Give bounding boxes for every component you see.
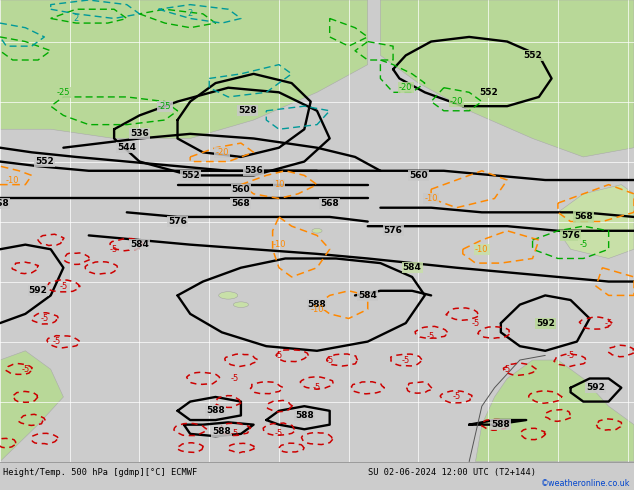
Polygon shape [0, 0, 368, 139]
Text: -5: -5 [579, 240, 588, 249]
Text: 592: 592 [586, 383, 605, 392]
Text: 568: 568 [0, 198, 10, 208]
Ellipse shape [312, 228, 322, 233]
Text: 10: 10 [274, 180, 284, 189]
Text: 568: 568 [231, 198, 250, 208]
Text: -5: -5 [40, 314, 49, 323]
Text: 552: 552 [181, 171, 200, 180]
Text: -5: -5 [471, 318, 480, 328]
Text: 584: 584 [130, 240, 149, 249]
Text: ©weatheronline.co.uk: ©weatheronline.co.uk [541, 479, 631, 488]
Text: 576: 576 [384, 226, 403, 235]
Text: 2: 2 [74, 14, 79, 23]
Text: 568: 568 [320, 198, 339, 208]
Text: -5: -5 [604, 318, 613, 328]
Text: -10: -10 [6, 175, 20, 185]
Text: 592: 592 [29, 286, 48, 295]
Text: -5: -5 [275, 351, 283, 360]
Text: SU 02-06-2024 12:00 UTC (T2+144): SU 02-06-2024 12:00 UTC (T2+144) [368, 468, 536, 477]
Text: -5: -5 [452, 392, 461, 401]
Text: 2: 2 [188, 9, 193, 18]
Text: 544: 544 [117, 143, 136, 152]
Text: -10: -10 [475, 245, 489, 254]
Text: 552: 552 [479, 88, 498, 97]
Text: -10: -10 [272, 240, 286, 249]
Text: 576: 576 [561, 231, 580, 240]
Text: 536: 536 [130, 129, 149, 138]
Text: -5: -5 [503, 365, 512, 374]
Text: 588: 588 [212, 427, 231, 436]
Text: -5: -5 [566, 351, 575, 360]
Text: -5: -5 [230, 429, 239, 439]
Text: 584: 584 [403, 263, 422, 272]
Text: -5: -5 [427, 332, 436, 342]
Text: 588: 588 [491, 420, 510, 429]
Text: Height/Temp. 500 hPa [gdmp][°C] ECMWF: Height/Temp. 500 hPa [gdmp][°C] ECMWF [3, 468, 197, 477]
Text: -20: -20 [399, 83, 413, 92]
Text: 568: 568 [574, 213, 593, 221]
Text: 576: 576 [168, 217, 187, 226]
Text: 584: 584 [358, 291, 377, 300]
Text: -20: -20 [215, 148, 229, 157]
Text: -5: -5 [110, 245, 119, 254]
Polygon shape [476, 360, 634, 462]
Text: -5: -5 [401, 356, 410, 365]
Text: -5: -5 [313, 383, 321, 392]
Polygon shape [558, 185, 634, 259]
Text: 592: 592 [536, 318, 555, 328]
Text: 552: 552 [523, 51, 542, 60]
Text: 528: 528 [238, 106, 257, 115]
Text: 588: 588 [206, 406, 225, 416]
Text: 560: 560 [231, 185, 250, 194]
Text: 536: 536 [244, 166, 263, 175]
Text: -5: -5 [275, 429, 283, 439]
Text: 560: 560 [409, 171, 428, 180]
Text: 588: 588 [307, 300, 327, 309]
Text: -25: -25 [158, 101, 172, 111]
Text: 552: 552 [35, 157, 54, 166]
Text: -5: -5 [53, 337, 61, 346]
Text: -5: -5 [325, 356, 334, 365]
Ellipse shape [219, 292, 238, 299]
Text: -5: -5 [230, 374, 239, 383]
Text: -5: -5 [59, 282, 68, 291]
Text: -25: -25 [56, 88, 70, 97]
Text: 588: 588 [295, 411, 314, 420]
Text: -10: -10 [310, 305, 324, 314]
Text: -10: -10 [424, 194, 438, 203]
Polygon shape [380, 0, 634, 157]
Ellipse shape [233, 302, 249, 307]
Text: -20: -20 [450, 97, 463, 106]
Polygon shape [0, 351, 63, 462]
Text: -5: -5 [21, 365, 30, 374]
